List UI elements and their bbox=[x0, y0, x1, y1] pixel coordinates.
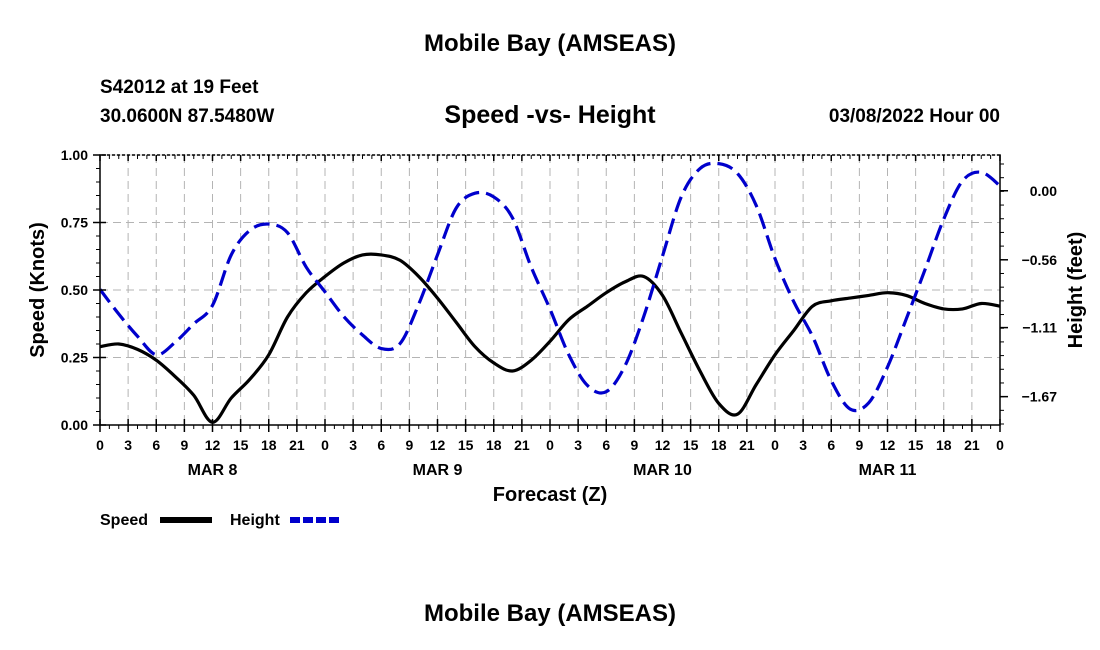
second-chart-title: Mobile Bay (AMSEAS) bbox=[423, 600, 677, 627]
legend-label-speed: Speed bbox=[100, 512, 148, 529]
x-tick-label: 6 bbox=[152, 437, 160, 453]
x-tick-label: 6 bbox=[602, 437, 610, 453]
legend: Speed Height bbox=[100, 512, 342, 529]
y-tick-label: 0.25 bbox=[61, 350, 88, 366]
axis-ticks bbox=[93, 154, 1008, 432]
x-tick-label: 15 bbox=[458, 437, 474, 453]
grid bbox=[100, 155, 1000, 425]
x-tick-label: 12 bbox=[430, 437, 446, 453]
x-tick-label: 18 bbox=[261, 437, 277, 453]
y-tick-label: 0.75 bbox=[61, 215, 88, 231]
x-tick-label: 0 bbox=[771, 437, 779, 453]
x-tick-label: 21 bbox=[514, 437, 530, 453]
y2-tick-label: −0.56 bbox=[1022, 252, 1058, 268]
x-tick-label: 6 bbox=[827, 437, 835, 453]
x-tick-label: 21 bbox=[964, 437, 980, 453]
axis-labels: 0 3 6 9 12 15 18 21 0 3 6 9 12 15 18 21 0 3 6 9 12 15 18 21 0 3 6 9… bbox=[27, 147, 1087, 506]
x-axis-title: Forecast (Z) bbox=[493, 484, 607, 506]
x-tick-label: 18 bbox=[936, 437, 952, 453]
x-tick-label: 9 bbox=[630, 437, 638, 453]
x-tick-label: 21 bbox=[289, 437, 305, 453]
x-tick-label: 15 bbox=[908, 437, 924, 453]
forecast-time: 03/08/2022 Hour 00 bbox=[828, 106, 1000, 127]
series-lines bbox=[98, 161, 1002, 424]
x-tick-label: 12 bbox=[655, 437, 671, 453]
series-line-height bbox=[98, 161, 1002, 413]
station-coordinates: 30.0600N 87.5480W bbox=[100, 106, 275, 127]
x-tick-label: 9 bbox=[855, 437, 863, 453]
day-label: MAR 9 bbox=[413, 462, 463, 479]
x-tick-label: 3 bbox=[124, 437, 132, 453]
day-label: MAR 11 bbox=[859, 462, 917, 479]
x-tick-label: 3 bbox=[574, 437, 582, 453]
y2-tick-label: −1.67 bbox=[1022, 389, 1058, 405]
y-tick-label: 0.00 bbox=[61, 417, 88, 433]
x-tick-label: 0 bbox=[321, 437, 329, 453]
x-tick-label: 0 bbox=[546, 437, 554, 453]
x-tick-label: 9 bbox=[180, 437, 188, 453]
x-tick-label: 3 bbox=[799, 437, 807, 453]
series-line-speed bbox=[99, 252, 1001, 424]
x-tick-label: 21 bbox=[739, 437, 755, 453]
day-label: MAR 10 bbox=[633, 462, 692, 479]
x-tick-label: 12 bbox=[880, 437, 896, 453]
x-tick-label: 6 bbox=[377, 437, 385, 453]
day-label: MAR 8 bbox=[188, 462, 238, 479]
x-tick-label: 18 bbox=[486, 437, 502, 453]
y-tick-label: 0.50 bbox=[61, 282, 88, 298]
y-tick-label: 1.00 bbox=[61, 147, 88, 163]
x-tick-label: 3 bbox=[349, 437, 357, 453]
x-tick-label: 18 bbox=[711, 437, 727, 453]
y-axis-title: Speed (Knots) bbox=[27, 222, 49, 358]
y2-tick-label: −1.11 bbox=[1022, 320, 1057, 336]
chart-subtitle: Speed -vs- Height bbox=[444, 101, 656, 129]
y2-axis-title: Height (feet) bbox=[1065, 232, 1087, 349]
x-tick-label: 12 bbox=[205, 437, 221, 453]
legend-label-height: Height bbox=[230, 512, 280, 529]
y2-tick-label: 0.00 bbox=[1030, 183, 1057, 199]
x-tick-label: 15 bbox=[683, 437, 699, 453]
x-tick-label: 0 bbox=[96, 437, 104, 453]
x-tick-label: 0 bbox=[996, 437, 1004, 453]
x-tick-label: 9 bbox=[405, 437, 413, 453]
x-tick-label: 15 bbox=[233, 437, 249, 453]
station-name: S42012 at 19 Feet bbox=[100, 77, 259, 98]
chart-main-title: Mobile Bay (AMSEAS) bbox=[423, 30, 677, 57]
